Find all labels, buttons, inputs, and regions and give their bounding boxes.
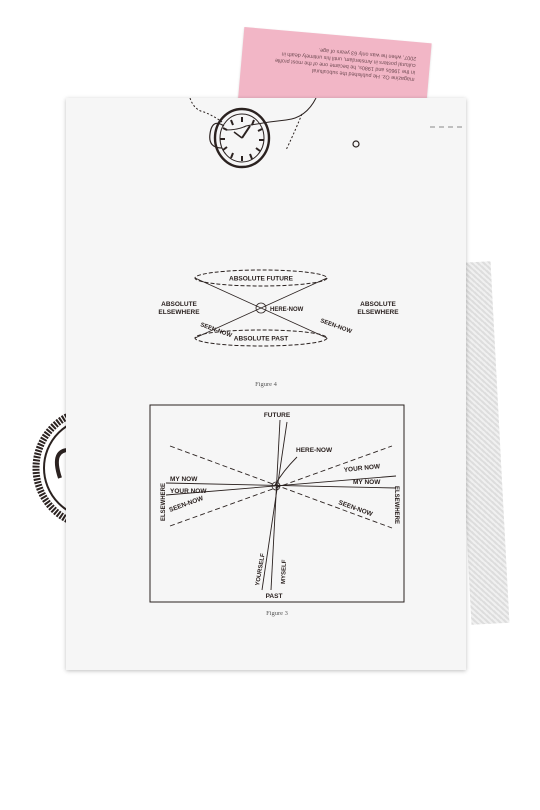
label-here-now: HERE-NOW [270,307,304,313]
label-seen-now-right: SEEN-NOW [319,318,352,335]
label-seen-now-left: SEEN-NOW [168,495,205,514]
figure-4-diagram: ABSOLUTE FUTURE ABSOLUTE PAST ABSOLUTE E… [158,269,399,347]
clock-doodle [189,97,466,169]
label-your-now-left: YOUR NOW [170,488,207,495]
label-my-now-right: MY NOW [353,479,381,486]
figure-3-frame [149,404,405,603]
label-absolute-elsewhere-right: ABSOLUTE [360,301,396,308]
label-your-now-right: YOUR NOW [343,463,381,474]
seen-now-line [169,445,393,527]
myself-world-line [270,419,281,591]
yourself-world-line [261,421,288,591]
label-future: FUTURE [264,412,291,419]
figure-4-caption: Figure 4 [255,381,278,388]
label-absolute-future: ABSOLUTE FUTURE [229,276,294,283]
here-now-circle [255,302,267,314]
pink-card-text: magazine Oz. He published the subcultura… [255,40,417,82]
light-cone-line [194,277,328,339]
label-elsewhere-right: ELSEWHERE [393,486,399,524]
label-seen-now-right: SEEN-NOW [337,499,374,518]
page-artwork: ABSOLUTE FUTURE ABSOLUTE PAST ABSOLUTE E… [149,97,466,617]
label-myself: MYSELF [281,559,288,584]
document-page: ABSOLUTE FUTURE ABSOLUTE PAST ABSOLUTE E… [66,97,466,670]
here-now-circle [271,481,281,491]
figure-3-diagram: FUTURE PAST HERE-NOW MY NOW YOUR NOW SEE… [149,404,405,603]
label-absolute-elsewhere-left: ELSEWHERE [158,309,200,316]
figure-3-caption: Figure 3 [266,610,288,617]
label-absolute-past: ABSOLUTE PAST [234,336,288,343]
label-my-now-left: MY NOW [170,476,198,483]
label-elsewhere-left: ELSEWHERE [161,483,167,521]
label-here-now: HERE-NOW [296,447,333,454]
label-absolute-elsewhere-left: ABSOLUTE [161,301,197,308]
your-now-line [165,475,397,496]
label-absolute-elsewhere-right: ELSEWHERE [357,309,399,316]
label-yourself: YOURSELF [255,553,267,587]
label-past: PAST [266,593,283,600]
here-now-pointer [274,456,298,486]
